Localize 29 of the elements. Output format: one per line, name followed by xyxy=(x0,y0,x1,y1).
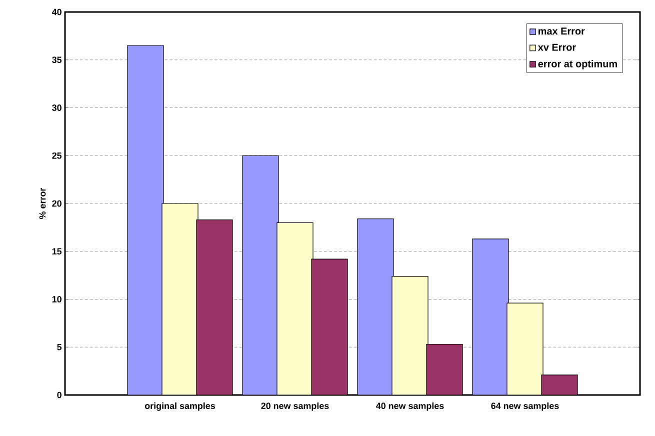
x-tick-label: 20 new samples xyxy=(261,402,329,411)
legend-label: xv Error xyxy=(538,44,576,51)
bar xyxy=(162,203,198,395)
bar xyxy=(472,238,509,395)
y-tick-label: 10 xyxy=(52,296,62,302)
bar xyxy=(392,276,428,395)
bar xyxy=(426,344,463,395)
y-axis-title: % error xyxy=(39,188,46,219)
bar xyxy=(506,302,544,395)
y-tick-label: 15 xyxy=(52,248,62,255)
bar xyxy=(242,156,279,395)
bar xyxy=(358,218,394,395)
y-tick-label: 20 xyxy=(52,200,62,207)
legend-label: max Error xyxy=(538,28,585,35)
x-tick-label: 64 new samples xyxy=(491,402,559,411)
y-tick-label: 40 xyxy=(52,8,62,16)
y-tick-label: 25 xyxy=(52,152,62,159)
y-tick-label: 30 xyxy=(52,104,62,111)
bar xyxy=(277,222,314,395)
bar xyxy=(312,259,348,395)
y-tick-label: 35 xyxy=(52,56,62,64)
x-tick-label: 40 new samples xyxy=(376,402,444,411)
bar xyxy=(541,374,578,395)
y-tick-label: 5 xyxy=(57,344,62,350)
legend-label: error at optimum xyxy=(538,60,617,70)
bar xyxy=(196,220,232,395)
x-tick-label: original samples xyxy=(144,402,216,411)
y-tick-label: 0 xyxy=(57,392,62,398)
bar xyxy=(128,46,164,395)
